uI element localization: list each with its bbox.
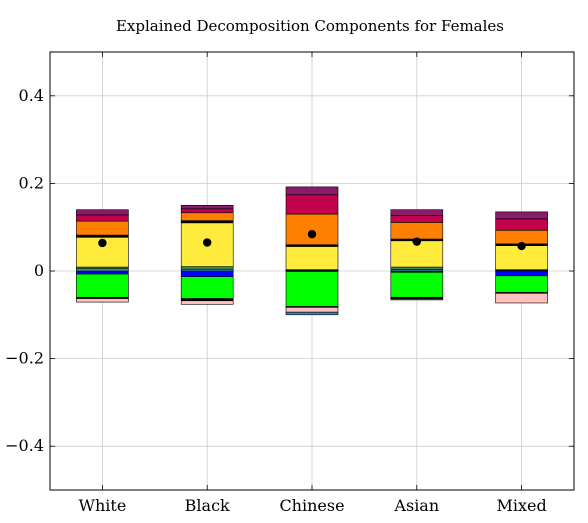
bar-segment [390, 222, 444, 240]
x-tick-label: Chinese [279, 496, 344, 515]
bar-stack-black [180, 205, 234, 305]
bar-segment [180, 276, 234, 299]
x-tick-label: Asian [393, 496, 439, 515]
bar-segment [390, 209, 444, 216]
net-effect-points [98, 230, 526, 251]
bar-segment [180, 220, 234, 224]
net-point [517, 241, 526, 251]
bar-segment [76, 298, 129, 303]
bar-segment [76, 268, 129, 272]
bar-segment [495, 270, 548, 277]
x-tick-label: White [79, 496, 127, 515]
bar-segment [495, 211, 548, 220]
x-tick-label: Black [185, 496, 230, 515]
bar-segment [285, 271, 339, 307]
net-point [203, 238, 212, 247]
net-point [98, 238, 107, 248]
bar-segment [285, 186, 339, 196]
y-tick-label: 0.2 [19, 173, 44, 192]
bar-stack-mixed [495, 211, 548, 304]
bar-segment [76, 209, 129, 216]
y-tick-label: −0.4 [5, 436, 44, 455]
bar-segment [390, 215, 444, 223]
bar-segment [76, 220, 129, 236]
bar-segment [285, 307, 339, 313]
bar-segment [180, 212, 234, 221]
x-tick-label: Mixed [496, 496, 546, 515]
bar-segment [76, 234, 129, 238]
bar-stack-chinese [285, 186, 339, 316]
bar-segment [285, 311, 339, 316]
bar-segment [76, 273, 129, 298]
x-axis-ticks: White Black Chinese Asian Mixed [79, 52, 547, 515]
bar-segment [180, 300, 234, 305]
bar-segment [180, 266, 234, 270]
bar-segment [180, 270, 234, 277]
bar-segment [285, 194, 339, 215]
bar-segment [76, 214, 129, 222]
bar-stack-white [76, 209, 129, 303]
bar-segment [495, 275, 548, 293]
bar-segment [390, 272, 444, 298]
bar-segment [76, 270, 129, 275]
bar-segment [495, 218, 548, 231]
net-point [412, 237, 421, 246]
y-tick-label: −0.2 [5, 349, 44, 368]
bar-segment [285, 213, 339, 246]
bar-segment [180, 208, 234, 214]
bar-segment [285, 246, 339, 270]
bar-segment [495, 293, 548, 304]
chart-title: Explained Decomposition Components for F… [116, 17, 504, 35]
y-tick-label: 0.4 [19, 86, 44, 105]
bar-segment [180, 298, 234, 302]
stacked-bars [76, 186, 548, 316]
bar-segment [180, 205, 234, 210]
bar-segment [390, 298, 444, 301]
y-axis-ticks: 0.4 0.2 0 −0.2 −0.4 [5, 86, 574, 455]
y-tick-label: 0 [34, 261, 44, 280]
net-point [307, 230, 317, 239]
bar-stack-asian [390, 209, 444, 301]
bar-segment [495, 229, 548, 245]
bar-segment [390, 266, 444, 270]
